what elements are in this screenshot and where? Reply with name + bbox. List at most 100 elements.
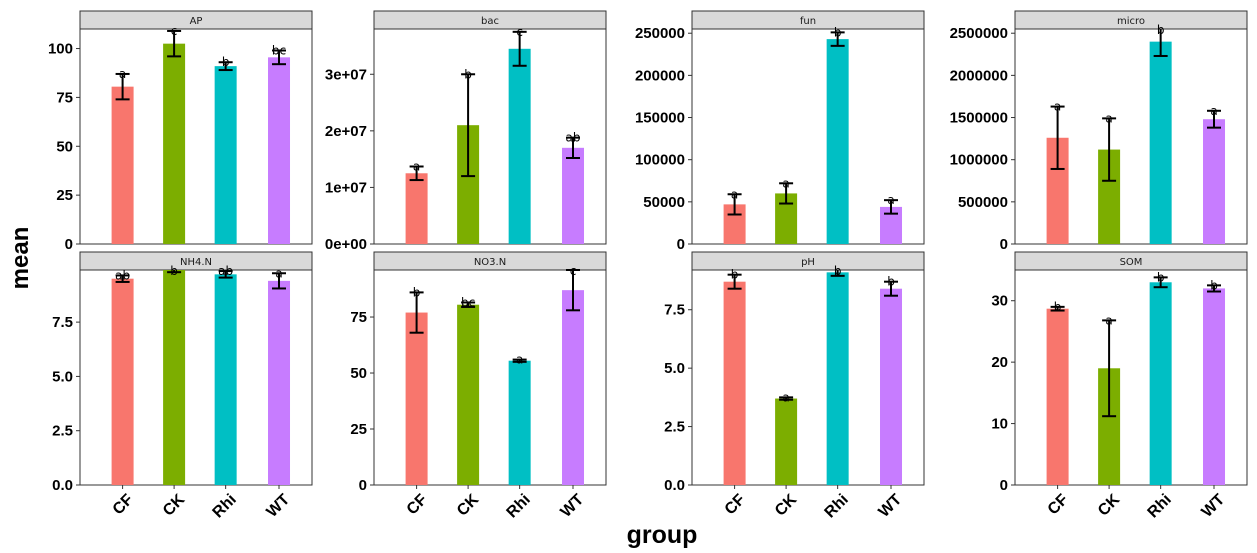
error-bar	[409, 165, 424, 182]
error-bar	[566, 269, 581, 312]
significance-letter: a	[516, 353, 523, 367]
y-tick-label: 25	[350, 421, 367, 438]
facet-title: SOM	[1120, 257, 1143, 268]
y-tick-label: 75	[350, 309, 367, 326]
bar-ck	[775, 398, 798, 485]
panels-layer: AP0255075100acbbcbac0e+001e+072e+073e+07…	[48, 10, 1248, 494]
bar-ck	[775, 193, 798, 244]
x-tick-label-rhi: Rhi	[210, 491, 240, 521]
y-tick-label: 100	[48, 41, 73, 58]
bar-cf	[405, 312, 428, 485]
significance-letter: a	[782, 176, 789, 190]
error-bar	[167, 270, 182, 274]
y-tick-label: 20	[991, 354, 1008, 371]
bar-wt	[880, 206, 903, 244]
y-tick-label: 10	[991, 416, 1008, 433]
significance-letter: a	[1210, 104, 1217, 118]
bar-wt	[562, 147, 585, 244]
panel-micro: micro 0 500000 1000000 1500000 2000000 2500000…	[950, 10, 1248, 253]
significance-letter: c	[171, 24, 178, 38]
significance-letter: a	[275, 266, 282, 280]
x-tick-label-rhi: Rhi	[822, 491, 852, 521]
error-bar	[1207, 284, 1222, 293]
significance-letter: a	[1054, 100, 1061, 114]
facet-title: NH4.N	[180, 257, 212, 268]
facet-title: bac	[481, 16, 499, 27]
y-tick-label: 7.5	[52, 314, 73, 331]
significance-letter: b	[170, 264, 178, 278]
significance-letter: b	[834, 25, 842, 39]
x-tick-label-wt: WT	[1199, 491, 1229, 521]
y-tick-label: 5.0	[664, 360, 685, 377]
error-bar	[461, 301, 476, 308]
bar-rhi	[1149, 41, 1172, 244]
y-tick-label: 30	[991, 293, 1008, 310]
bar-wt	[562, 290, 585, 485]
y-tick-label: 3e+07	[325, 66, 367, 83]
x-tick-labels: CF CK Rhi WT CF CK Rhi WT CF CK Rhi WT CF CK Rhi WT	[110, 491, 1229, 522]
error-bar	[115, 72, 130, 101]
error-bar	[830, 270, 845, 277]
facet-title: fun	[800, 16, 816, 27]
y-tick-label: 2000000	[950, 67, 1008, 84]
panel-nh4-n: NH4.N 0.0 2.5 5.0 7.5 ab b ab a	[52, 251, 313, 494]
error-bar	[1102, 319, 1117, 418]
bar-ck	[163, 270, 186, 485]
significance-letter: bc	[272, 44, 286, 58]
y-tick-label: 50000	[643, 194, 685, 211]
x-tick-label-ck: CK	[1095, 491, 1124, 520]
error-bar	[727, 193, 742, 216]
panel-ph: pH 0.0 2.5 5.0 7.5 b a b b	[664, 251, 925, 494]
error-bar	[272, 272, 287, 290]
error-bar	[779, 182, 794, 205]
facet-title: micro	[1117, 16, 1145, 27]
error-bar	[1050, 305, 1065, 312]
bar-ck	[163, 43, 186, 245]
y-tick-label: 75	[56, 89, 73, 106]
x-tick-label-ck: CK	[772, 491, 801, 520]
bar-cf	[405, 173, 428, 244]
y-tick-label: 25	[56, 187, 73, 204]
panel-no3-n: NO3.N 0 25 50 75 b bc a c	[350, 251, 607, 494]
significance-letter: b	[464, 67, 472, 81]
bar-cf	[111, 86, 134, 244]
bar-cf	[1046, 137, 1069, 244]
x-tick-label-cf: CF	[722, 491, 749, 518]
y-tick-label: 200000	[635, 67, 685, 84]
x-tick-label-cf: CF	[110, 491, 137, 518]
y-tick-label: 0e+00	[325, 236, 367, 253]
bar-rhi	[826, 39, 849, 244]
significance-letter: a	[782, 390, 789, 404]
error-bar	[1050, 105, 1065, 170]
error-bar	[884, 280, 899, 297]
x-tick-label-wt: WT	[876, 491, 906, 521]
facet-title: AP	[190, 16, 203, 27]
x-axis-title: group	[627, 521, 698, 549]
facet-title: pH	[801, 257, 815, 268]
y-tick-label: 1000000	[950, 152, 1008, 169]
y-tick-label: 0	[359, 477, 367, 494]
bar-wt	[268, 280, 291, 485]
bar-rhi	[214, 274, 237, 485]
y-tick-label: 0	[677, 236, 685, 253]
error-bar	[218, 61, 233, 72]
error-bar	[167, 29, 182, 58]
x-tick-label-cf: CF	[404, 491, 431, 518]
significance-letter: a	[731, 187, 738, 201]
panel-fun: fun 0 50000 100000 150000 200000 250000 a a b a	[635, 10, 925, 253]
significance-letter: b	[731, 268, 739, 282]
x-tick-label-wt: WT	[264, 491, 294, 521]
significance-letter: a	[1105, 313, 1112, 327]
error-bar	[461, 73, 476, 178]
y-tick-label: 250000	[635, 25, 685, 42]
error-bar	[512, 30, 527, 67]
bar-rhi	[508, 360, 531, 485]
y-tick-label: 2.5	[52, 423, 73, 440]
y-tick-label: 0.0	[664, 477, 685, 494]
bar-ck	[457, 125, 480, 244]
error-bar	[409, 291, 424, 334]
bar-rhi	[508, 48, 531, 245]
significance-letter: b	[1157, 23, 1165, 37]
significance-letter: b	[413, 285, 421, 299]
y-tick-label: 0.0	[52, 477, 73, 494]
